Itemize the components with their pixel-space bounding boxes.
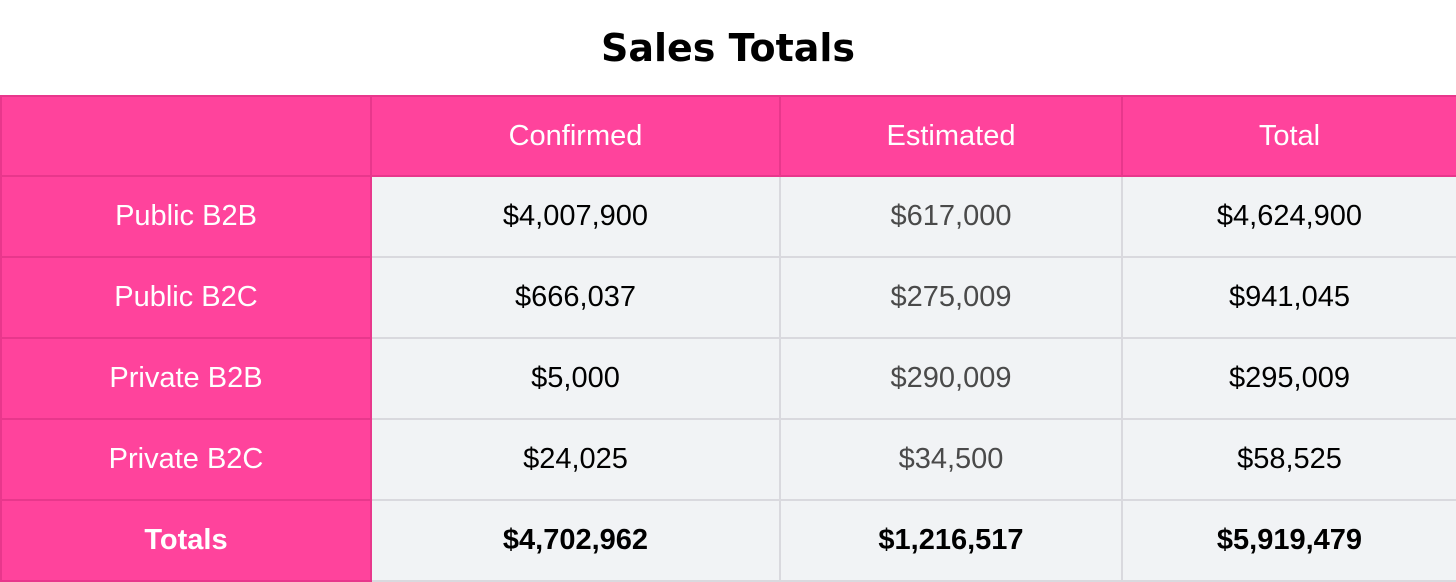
table-row: Private B2B $5,000 $290,009 $295,009 <box>0 337 1456 420</box>
total-cell: $4,624,900 <box>1121 175 1456 258</box>
estimated-total-cell: $1,216,517 <box>779 499 1123 582</box>
column-header-estimated: Estimated <box>779 95 1123 177</box>
column-header-total: Total <box>1121 95 1456 177</box>
total-cell: $941,045 <box>1121 256 1456 339</box>
confirmed-cell: $24,025 <box>370 418 781 501</box>
header-row: Confirmed Estimated Total <box>0 95 1456 177</box>
row-label: Public B2C <box>0 256 372 339</box>
sales-totals-table: Confirmed Estimated Total Public B2B $4,… <box>0 95 1456 582</box>
row-label: Private B2B <box>0 337 372 420</box>
table-row: Public B2C $666,037 $275,009 $941,045 <box>0 256 1456 339</box>
totals-label: Totals <box>0 499 372 582</box>
confirmed-total-cell: $4,702,962 <box>370 499 781 582</box>
total-cell: $295,009 <box>1121 337 1456 420</box>
chart-title: Sales Totals <box>600 25 856 70</box>
confirmed-cell: $666,037 <box>370 256 781 339</box>
confirmed-cell: $4,007,900 <box>370 175 781 258</box>
estimated-cell: $617,000 <box>779 175 1123 258</box>
estimated-cell: $290,009 <box>779 337 1123 420</box>
table-row: Private B2C $24,025 $34,500 $58,525 <box>0 418 1456 501</box>
estimated-cell: $34,500 <box>779 418 1123 501</box>
row-label: Public B2B <box>0 175 372 258</box>
table-row: Public B2B $4,007,900 $617,000 $4,624,90… <box>0 175 1456 258</box>
row-label: Private B2C <box>0 418 372 501</box>
grand-total-cell: $5,919,479 <box>1121 499 1456 582</box>
totals-row: Totals $4,702,962 $1,216,517 $5,919,479 <box>0 499 1456 582</box>
estimated-cell: $275,009 <box>779 256 1123 339</box>
column-header-blank <box>0 95 372 177</box>
column-header-confirmed: Confirmed <box>370 95 781 177</box>
total-cell: $58,525 <box>1121 418 1456 501</box>
confirmed-cell: $5,000 <box>370 337 781 420</box>
